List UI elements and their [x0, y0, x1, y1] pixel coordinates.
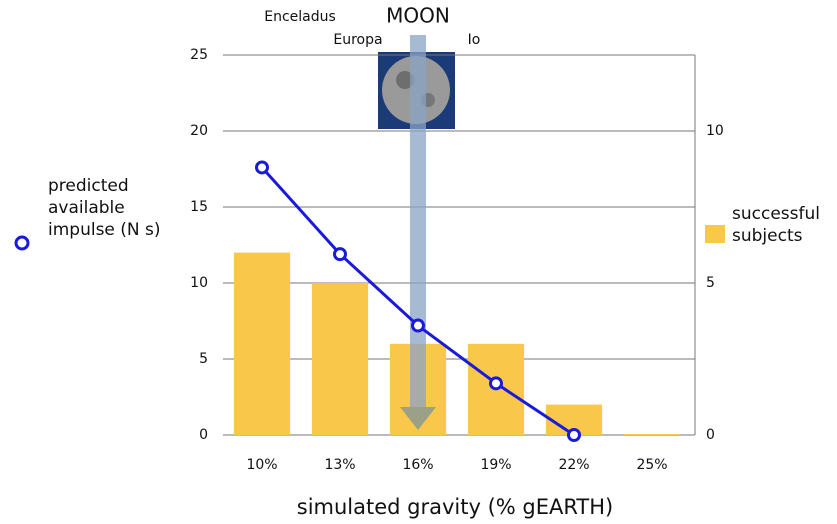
y-tick-label: 0	[199, 427, 208, 443]
x-tick-label: 25%	[636, 457, 667, 473]
annotation: Europa	[333, 32, 382, 48]
annotation: MOON	[386, 4, 450, 28]
chart: simulated gravity (% gEARTH) 0 5 10 15 20 25 0…	[0, 0, 837, 524]
y-tick-label: 15	[190, 199, 208, 215]
x-tick-label: 16%	[402, 457, 433, 473]
bar	[312, 283, 368, 435]
y2-tick-label: 5	[706, 275, 715, 291]
y2-tick-label: 0	[706, 427, 715, 443]
y-tick-label: 10	[190, 275, 208, 291]
line-marker	[413, 320, 424, 331]
x-tick-label: 19%	[480, 457, 511, 473]
legend-marker	[16, 237, 28, 249]
x-tick-label: 10%	[246, 457, 277, 473]
annotation: Enceladus	[264, 9, 336, 25]
y-tick-label: 20	[190, 123, 208, 139]
line-marker	[569, 430, 580, 441]
line-marker	[335, 249, 346, 260]
line-marker	[491, 378, 502, 389]
annotation: Io	[468, 32, 481, 48]
legend-label: predicted available impulse (N s)	[48, 175, 188, 241]
y-tick-label: 5	[199, 351, 208, 367]
bar	[624, 434, 680, 435]
legend-swatch	[705, 225, 725, 243]
bar	[234, 253, 290, 435]
legend-label: successful subjects	[732, 203, 837, 247]
page: simulated gravity (% gEARTH) 0 5 10 15 20 25 0…	[0, 0, 837, 524]
y-tick-label: 25	[190, 47, 208, 63]
line-marker	[257, 162, 268, 173]
x-tick-label: 22%	[558, 457, 589, 473]
x-tick-label: 13%	[324, 457, 355, 473]
x-axis-title: simulated gravity (% gEARTH)	[297, 495, 614, 519]
moon-arrow-shaft	[410, 35, 426, 407]
y2-tick-label: 10	[706, 123, 724, 139]
